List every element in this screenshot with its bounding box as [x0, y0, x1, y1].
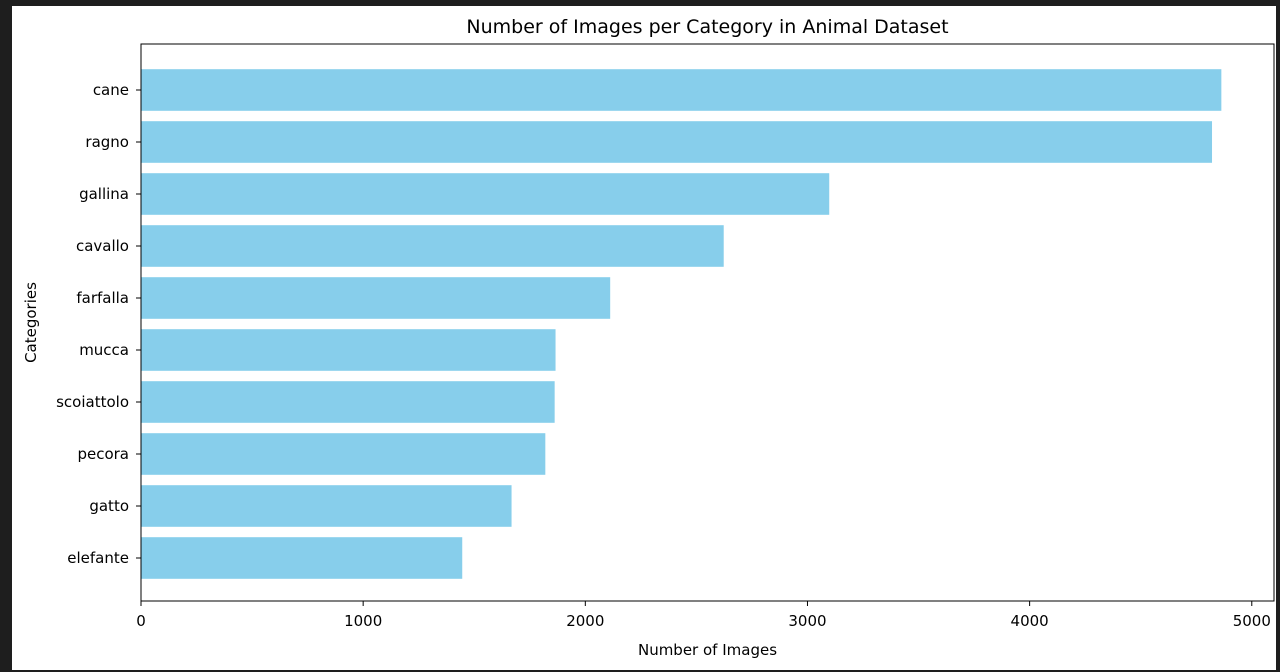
- bars-layer: [141, 69, 1222, 579]
- bar-mucca: [141, 329, 556, 371]
- bar-gatto: [141, 485, 512, 527]
- chart-figure: Number of Images per Category in Animal …: [12, 6, 1276, 670]
- bar-elefante: [141, 537, 463, 579]
- y-tick-label: cavallo: [76, 237, 129, 255]
- y-tick-label: ragno: [85, 133, 129, 151]
- bar-cavallo: [141, 225, 724, 267]
- bar-farfalla: [141, 277, 611, 319]
- bar-cane: [141, 69, 1222, 111]
- bar-ragno: [141, 121, 1213, 163]
- x-axis-label: Number of Images: [638, 641, 777, 659]
- y-tick-label: pecora: [77, 445, 129, 463]
- y-tick-label: cane: [93, 81, 129, 99]
- bar-pecora: [141, 433, 546, 475]
- x-tick-label: 5000: [1233, 612, 1271, 630]
- x-tick-label: 3000: [788, 612, 826, 630]
- y-tick-label: farfalla: [76, 289, 129, 307]
- bar-gallina: [141, 173, 830, 215]
- y-tick-label: elefante: [67, 549, 129, 567]
- y-tick-label: mucca: [79, 341, 129, 359]
- x-axis-ticks: 0 1000 2000 3000 4000 5000: [136, 601, 1271, 630]
- x-tick-label: 0: [136, 612, 146, 630]
- plot-frame: [140, 43, 1275, 602]
- y-tick-label: gallina: [79, 185, 129, 203]
- x-tick-label: 1000: [344, 612, 382, 630]
- x-tick-label: 2000: [566, 612, 604, 630]
- y-tick-label: scoiattolo: [56, 393, 129, 411]
- chart-title: Number of Images per Category in Animal …: [466, 16, 948, 38]
- y-axis-ticks: cane ragno gallina cavallo farfalla mucca scoi…: [56, 81, 141, 567]
- bar-chart: Number of Images per Category in Animal …: [22, 16, 1275, 659]
- bar-scoiattolo: [141, 381, 555, 423]
- y-axis-label: Categories: [22, 282, 40, 363]
- y-tick-label: gatto: [89, 497, 129, 515]
- x-tick-label: 4000: [1011, 612, 1049, 630]
